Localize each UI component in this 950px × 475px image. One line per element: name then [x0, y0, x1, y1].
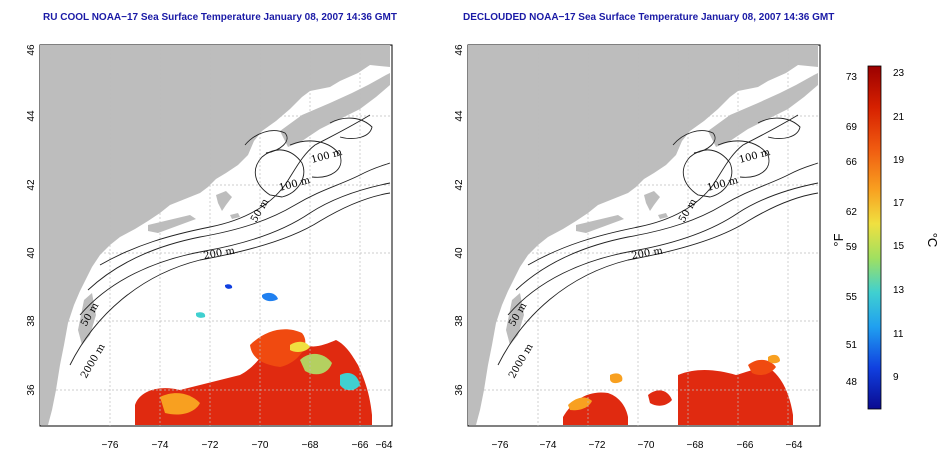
y-tick-left: 44	[26, 110, 37, 122]
y-tick-right: 46	[454, 44, 465, 56]
axis-y-left: 36 38 40 42 44 46	[26, 44, 37, 396]
celsius-tick: 23	[893, 68, 905, 79]
y-tick-right: 42	[454, 179, 465, 191]
y-tick-right: 36	[454, 384, 465, 396]
x-tick-left: −70	[252, 440, 269, 451]
fahrenheit-tick: 48	[846, 377, 858, 388]
axis-x-right: −76 −74 −72 −70 −68 −66 −64	[492, 440, 803, 451]
colorbar: 73 69 66 62 59 55 51 48 23 21 19 17 15 1…	[831, 65, 940, 410]
x-tick-left: −68	[302, 440, 319, 451]
map-panel-right: 100 m 100 m 50 m 200 m 50 m 2000 m	[467, 44, 821, 427]
x-tick-left: −64	[376, 440, 393, 451]
axis-y-right: 36 38 40 42 44 46	[454, 44, 465, 396]
x-tick-right: −72	[589, 440, 606, 451]
y-tick-left: 38	[26, 315, 37, 327]
y-tick-left: 42	[26, 179, 37, 191]
celsius-tick: 9	[893, 372, 899, 383]
map-title-right: DECLOUDED NOAA−17 Sea Surface Temperatur…	[463, 12, 835, 23]
x-tick-left: −72	[202, 440, 219, 451]
x-tick-right: −68	[687, 440, 704, 451]
colorbar-gradient	[867, 65, 882, 410]
celsius-label: °C	[925, 233, 940, 248]
celsius-tick: 17	[893, 198, 905, 209]
map-panel-left: 100 m 100 m 50 m 200 m 50 m 2000 m	[39, 44, 393, 427]
y-tick-left: 36	[26, 384, 37, 396]
fahrenheit-tick: 66	[846, 157, 858, 168]
y-tick-left: 46	[26, 44, 37, 56]
x-tick-left: −76	[102, 440, 119, 451]
x-tick-left: −74	[152, 440, 169, 451]
y-tick-right: 40	[454, 247, 465, 259]
fahrenheit-tick: 69	[846, 122, 858, 133]
celsius-tick: 11	[893, 329, 904, 340]
axis-x-left: −76 −74 −72 −70 −68 −66 −64	[102, 440, 393, 451]
celsius-tick: 19	[893, 155, 905, 166]
x-tick-right: −64	[786, 440, 803, 451]
map-title-left: RU COOL NOAA−17 Sea Surface Temperature …	[43, 12, 397, 23]
x-tick-right: −66	[737, 440, 754, 451]
y-tick-right: 44	[454, 110, 465, 122]
x-tick-right: −70	[638, 440, 655, 451]
fahrenheit-tick: 55	[846, 292, 858, 303]
x-tick-right: −76	[492, 440, 509, 451]
y-tick-right: 38	[454, 315, 465, 327]
celsius-tick: 15	[893, 241, 905, 252]
y-tick-left: 40	[26, 247, 37, 259]
fahrenheit-tick: 73	[846, 72, 858, 83]
graticule-left	[40, 45, 392, 426]
fahrenheit-tick: 62	[846, 207, 858, 218]
x-tick-left: −66	[352, 440, 369, 451]
celsius-tick: 13	[893, 285, 905, 296]
graticule-right	[468, 45, 820, 426]
celsius-tick: 21	[893, 112, 905, 123]
fahrenheit-tick: 51	[846, 340, 858, 351]
x-tick-right: −74	[540, 440, 557, 451]
fahrenheit-label: °F	[831, 233, 846, 246]
fahrenheit-tick: 59	[846, 242, 858, 253]
